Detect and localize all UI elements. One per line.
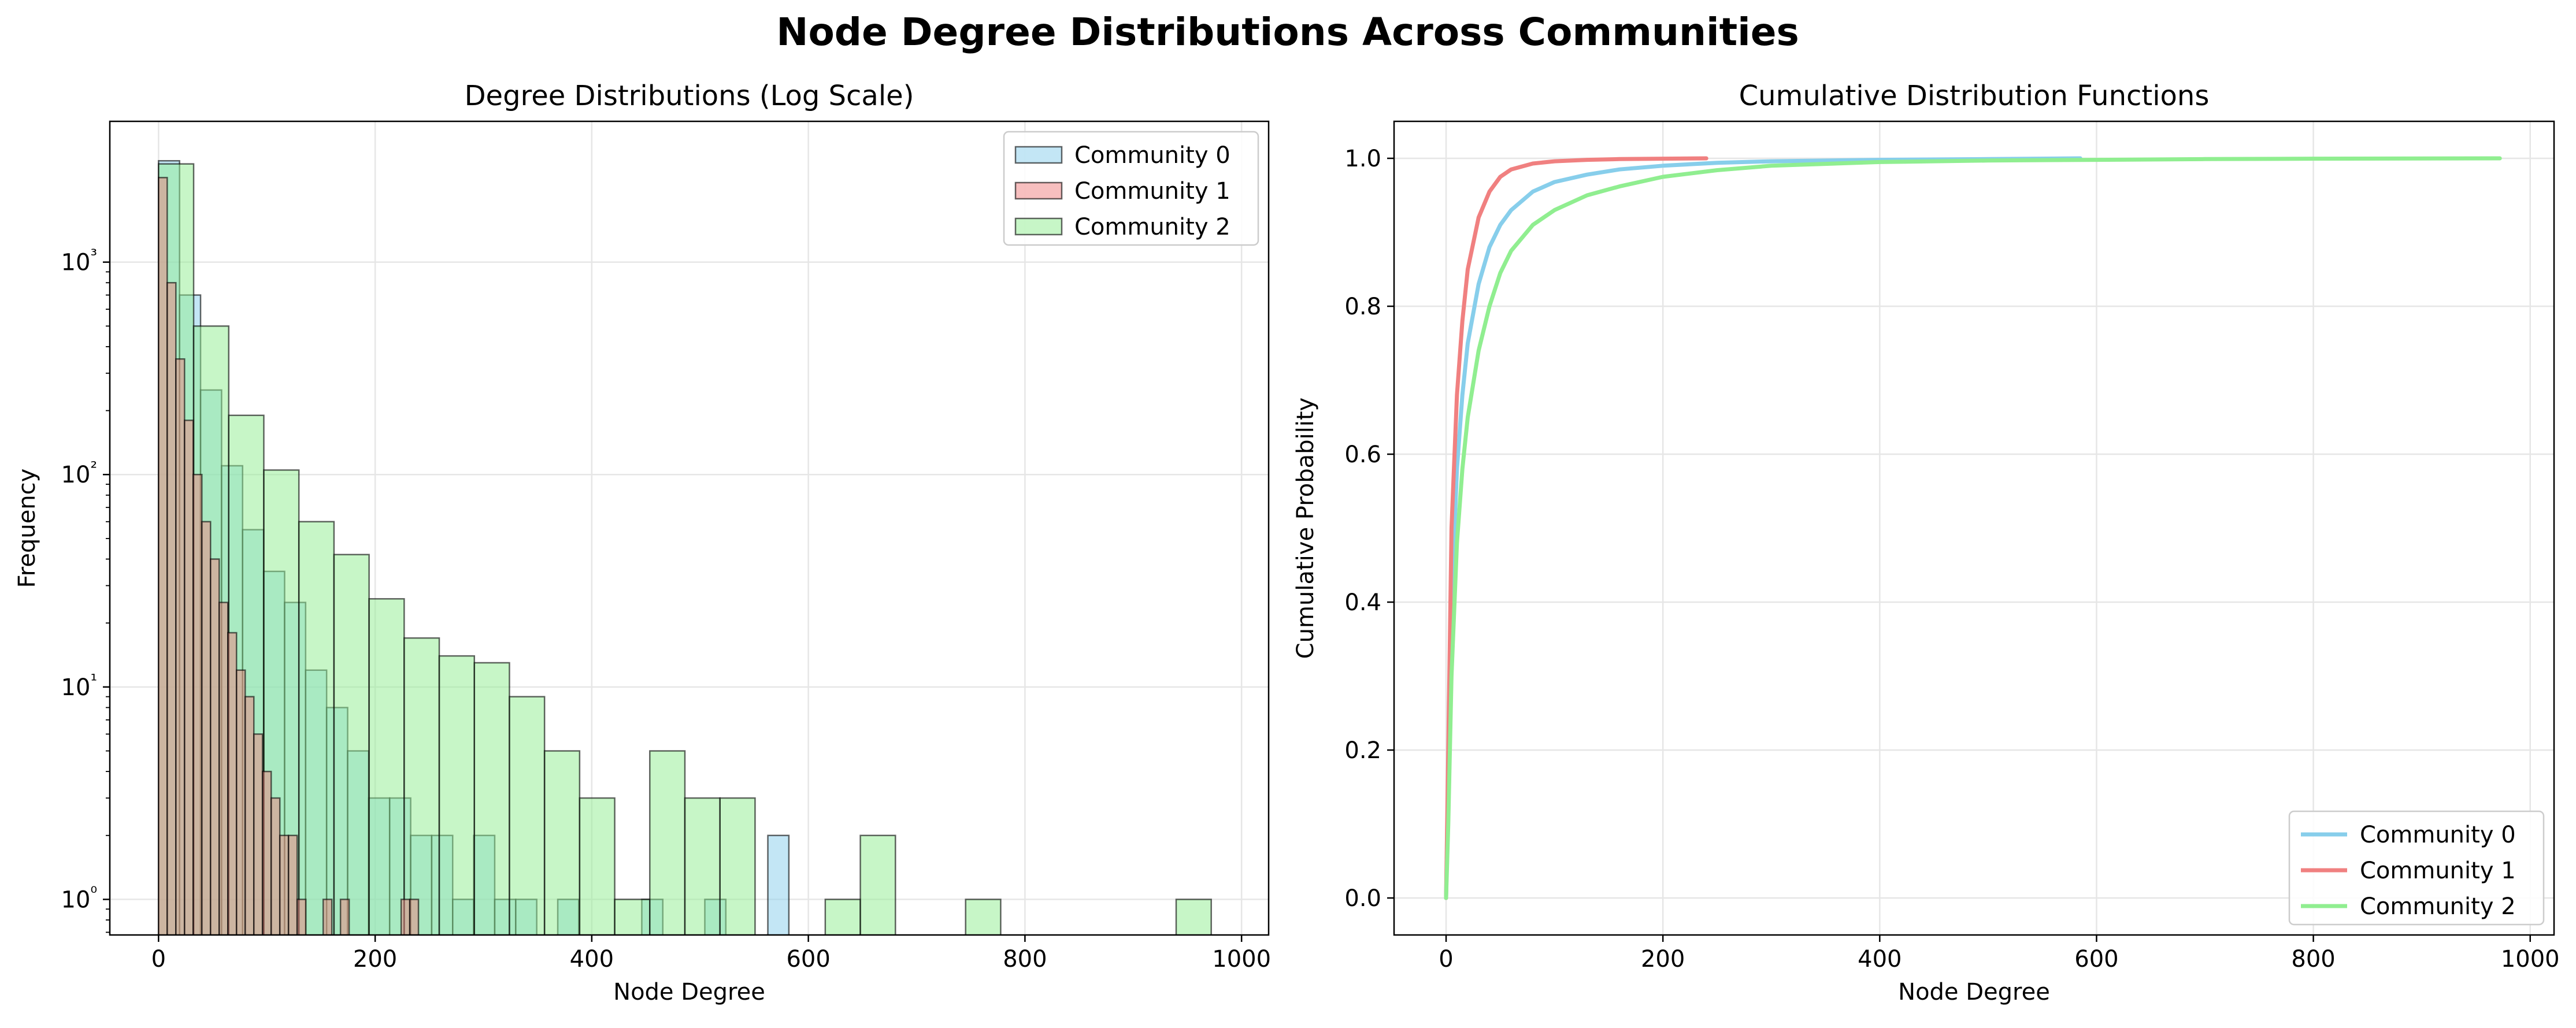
histogram-bar (1175, 899, 1212, 935)
x-tick-label: 400 (1858, 946, 1902, 973)
legend-box (1003, 131, 1259, 246)
x-tick-label: 0 (151, 946, 166, 973)
x-axis: 0 200 400 600 800 1000 Node Degree (151, 935, 1271, 1005)
legend-label: Community 2 (1074, 214, 1230, 240)
y-tick-label: 0.8 (1344, 294, 1381, 320)
histogram-bar (614, 899, 651, 935)
legend-swatch (1014, 181, 1063, 200)
x-tick-label: 0 (1439, 946, 1453, 973)
histogram-bar (649, 750, 686, 935)
histogram-bar (192, 473, 203, 935)
y-axis: 0.0 0.2 0.4 0.6 0.8 1.0 Cumulative Probability (1292, 146, 1394, 912)
y-tick-exponent: ⁰ (90, 882, 97, 902)
histogram-bar (368, 598, 405, 935)
x-axis-label: Node Degree (1898, 979, 2050, 1005)
x-tick-label: 800 (2291, 946, 2335, 973)
histogram-bar (719, 797, 756, 935)
histogram-bar (244, 696, 255, 935)
histogram-bar (473, 662, 510, 935)
panel-title: Degree Distributions (Log Scale) (465, 80, 914, 112)
y-tick-exponent: ¹ (90, 670, 97, 690)
y-axis-label: Frequency (14, 469, 40, 588)
cdf-line (1444, 156, 2502, 900)
histogram-bar (166, 282, 177, 935)
x-tick-label: 400 (570, 946, 614, 973)
histogram-bar (296, 899, 307, 935)
legend: Community 0 Community 1 Community 2 (1003, 131, 1259, 246)
plot-area (1444, 156, 2502, 900)
histogram-bar (279, 834, 290, 935)
histogram-bar (158, 177, 168, 935)
y-tick-label: 0.6 (1344, 441, 1381, 468)
plot-area (158, 159, 1212, 935)
legend-swatch (1014, 146, 1063, 164)
histogram-bar (543, 750, 581, 935)
histogram-bar (403, 637, 440, 935)
legend-label: Community 0 (2360, 822, 2516, 848)
legend-label: Community 1 (2360, 858, 2516, 884)
x-tick-label: 600 (2074, 946, 2118, 973)
histogram-bar (409, 899, 420, 935)
axes-frame (1393, 120, 2555, 936)
histogram-bar (270, 797, 281, 935)
histogram-bar (824, 899, 861, 935)
histogram-bar (322, 899, 333, 935)
histogram-bar (298, 521, 335, 935)
y-tick-label: 0.4 (1344, 589, 1381, 616)
cdf-panel: 0 200 400 600 800 1000 Node Degree 0.0 0.2 0.4 0.6… (1292, 80, 2560, 1005)
cdf-line (1444, 156, 1708, 900)
legend-swatch (1014, 217, 1063, 236)
x-tick-label: 1000 (2501, 946, 2560, 973)
histogram-bar (579, 797, 616, 935)
legend: Community 0 Community 1 Community 2 (2288, 810, 2545, 926)
histogram-bar (767, 834, 790, 935)
axes-frame (109, 120, 1270, 936)
y-axis-label: Cumulative Probability (1292, 398, 1319, 659)
panel-title: Cumulative Distribution Functions (1739, 80, 2210, 112)
histogram-bar (339, 899, 350, 935)
y-tick-label: 0.2 (1344, 737, 1381, 764)
histogram-bar (175, 358, 186, 935)
histogram-bar (218, 602, 229, 935)
x-axis-label: Node Degree (613, 979, 765, 1005)
figure-title: Node Degree Distributions Across Communi… (776, 10, 1799, 54)
histogram-bar (261, 770, 272, 935)
histogram-bar (333, 554, 370, 935)
cdf-line (1444, 156, 2082, 900)
x-axis: 0 200 400 600 800 1000 Node Degree (1439, 935, 2560, 1005)
histogram-bar (438, 655, 475, 935)
histogram-bar (965, 899, 1002, 935)
y-tick-label: 0.0 (1344, 885, 1381, 912)
x-tick-label: 600 (786, 946, 830, 973)
legend-label: Community 2 (2360, 893, 2516, 920)
histogram-bar (859, 834, 896, 935)
x-tick-label: 800 (1003, 946, 1047, 973)
legend-label: Community 0 (1074, 142, 1230, 169)
histogram-bar (227, 632, 238, 935)
histogram-bar (235, 669, 246, 935)
x-tick-label: 1000 (1212, 946, 1271, 973)
x-tick-label: 200 (1641, 946, 1685, 973)
y-tick-exponent: ² (90, 458, 97, 477)
histogram-bar (253, 733, 264, 935)
y-tick-exponent: ³ (90, 246, 97, 265)
histogram-bar (184, 420, 194, 935)
histogram-bar (400, 899, 411, 935)
y-tick-label: 1.0 (1344, 146, 1381, 172)
x-tick-label: 200 (353, 946, 397, 973)
histogram-bar (201, 521, 212, 935)
histogram-bar (509, 696, 546, 935)
histogram-bar (684, 797, 721, 935)
legend-box (2288, 810, 2545, 926)
histogram-bar (287, 834, 298, 935)
legend-label: Community 1 (1074, 178, 1230, 205)
histogram-bar (210, 558, 220, 935)
